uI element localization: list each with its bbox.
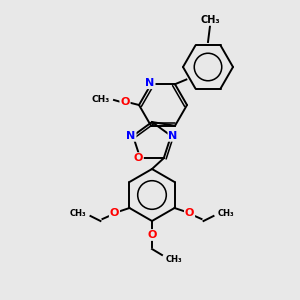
Text: O: O bbox=[110, 208, 119, 218]
Text: CH₃: CH₃ bbox=[92, 95, 110, 104]
Text: CH₃: CH₃ bbox=[70, 209, 86, 218]
Text: O: O bbox=[147, 230, 157, 240]
Text: O: O bbox=[134, 153, 143, 163]
Text: O: O bbox=[185, 208, 194, 218]
Text: N: N bbox=[146, 78, 154, 88]
Text: N: N bbox=[168, 131, 178, 141]
Text: CH₃: CH₃ bbox=[200, 15, 220, 25]
Text: N: N bbox=[126, 131, 136, 141]
Text: CH₃: CH₃ bbox=[218, 209, 234, 218]
Text: CH₃: CH₃ bbox=[166, 254, 183, 263]
Text: O: O bbox=[120, 97, 130, 107]
